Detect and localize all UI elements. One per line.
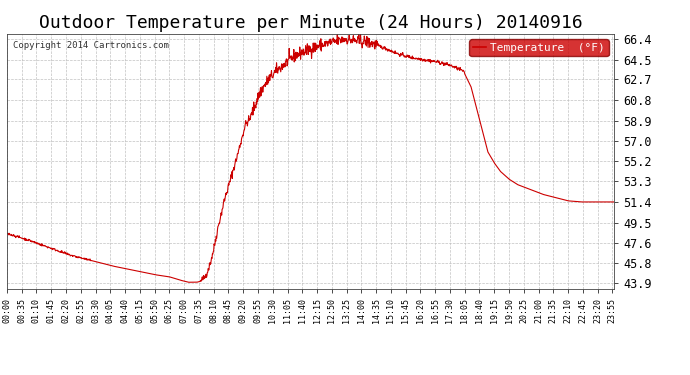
Text: Copyright 2014 Cartronics.com: Copyright 2014 Cartronics.com — [13, 41, 169, 50]
Title: Outdoor Temperature per Minute (24 Hours) 20140916: Outdoor Temperature per Minute (24 Hours… — [39, 14, 582, 32]
Legend: Temperature  (°F): Temperature (°F) — [469, 39, 609, 56]
